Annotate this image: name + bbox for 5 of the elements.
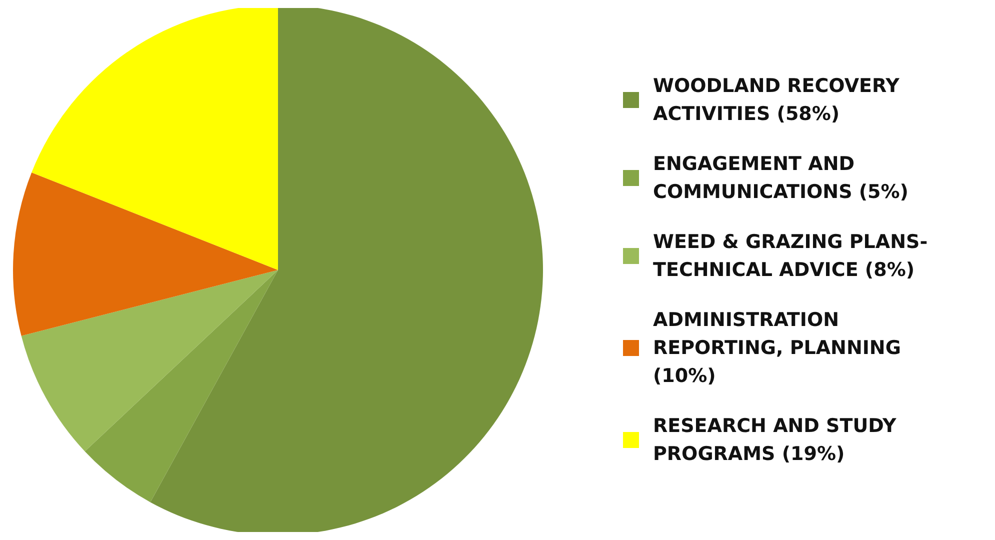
- legend-label: RESEARCH AND STUDY PROGRAMS (19%): [653, 414, 898, 467]
- legend-label: ENGAGEMENT AND COMMUNICATIONS (5%): [653, 152, 910, 205]
- legend-label: WOODLAND RECOVERY ACTIVITIES (58%): [653, 74, 900, 127]
- legend-label: ADMINISTRATION REPORTING, PLANNING (10%): [653, 308, 902, 389]
- legend-label: WEED & GRAZING PLANS-TECHNICAL ADVICE (8%): [653, 230, 929, 283]
